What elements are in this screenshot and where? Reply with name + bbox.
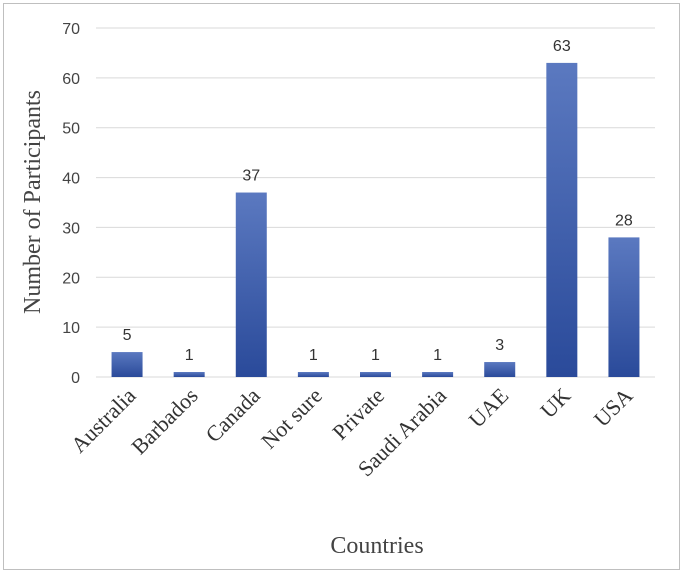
y-axis-title: Number of Participants (20, 90, 46, 314)
y-tick-label: 10 (62, 320, 80, 337)
data-label: 1 (309, 347, 318, 364)
y-axis-ticks: 0 10 20 30 40 50 60 70 (62, 21, 80, 387)
bar (546, 62, 578, 378)
bar (173, 372, 205, 377)
data-label: 1 (185, 347, 194, 364)
bar (484, 362, 516, 377)
data-label: 5 (123, 327, 132, 344)
bar (235, 192, 267, 377)
y-tick-label: 0 (71, 370, 80, 387)
data-label: 1 (371, 347, 380, 364)
y-tick-label: 30 (62, 220, 80, 237)
y-tick-label: 20 (62, 270, 80, 287)
bar (608, 237, 640, 377)
x-tick-label: Australia (66, 383, 141, 458)
data-label: 37 (242, 168, 260, 185)
x-tick-label: Canada (200, 383, 264, 447)
x-tick-label: UK (535, 383, 575, 423)
x-tick-label: USA (589, 383, 638, 432)
bar (360, 372, 391, 377)
bar (111, 352, 143, 377)
data-label: 28 (615, 212, 633, 229)
y-tick-label: 40 (62, 171, 80, 188)
y-tick-label: 70 (62, 21, 80, 38)
data-labels: 5 1 37 1 1 1 3 63 28 (123, 38, 633, 364)
x-tick-label: Barbados (126, 383, 202, 459)
x-axis-title: Countries (330, 533, 423, 559)
x-tick-label: UAE (464, 383, 514, 433)
bar (297, 372, 329, 377)
y-tick-label: 50 (62, 121, 80, 138)
bar (422, 372, 454, 377)
x-tick-label: Not sure (256, 383, 327, 454)
data-label: 1 (433, 347, 442, 364)
bars (111, 62, 640, 378)
data-label: 3 (495, 337, 504, 354)
data-label: 63 (553, 38, 571, 55)
y-tick-label: 60 (62, 71, 80, 88)
